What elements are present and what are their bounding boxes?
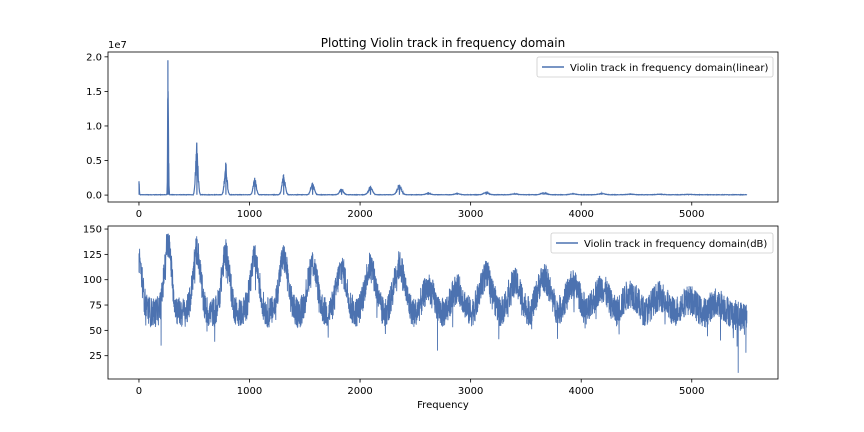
linear-y-tick-label: 0.5 <box>86 156 102 167</box>
linear-x-tick-label: 4000 <box>568 209 593 220</box>
linear-x-tick-label: 1000 <box>237 209 262 220</box>
linear-spectrum-line <box>138 60 748 196</box>
db-y-tick-label: 125 <box>83 250 102 261</box>
linear-legend: Violin track in frequency domain(linear) <box>536 56 774 78</box>
db-x-tick-label: 0 <box>136 386 142 397</box>
linear-y-tick-label: 1.5 <box>86 87 102 98</box>
db-legend: Violin track in frequency domain(dB) <box>550 232 774 254</box>
linear-y-tick-label: 2.0 <box>86 52 102 63</box>
linear-spectrum-axes: Plotting Violin track in frequency domai… <box>86 36 779 220</box>
chart-title: Plotting Violin track in frequency domai… <box>321 36 565 50</box>
db-x-tick-label: 3000 <box>458 386 483 397</box>
db-x-tick-label: 4000 <box>568 386 593 397</box>
linear-x-tick-label: 2000 <box>347 209 372 220</box>
linear-spectrum-series <box>138 60 748 196</box>
linear-legend-label: Violin track in frequency domain(linear) <box>570 63 768 74</box>
linear-x-tick-label: 0 <box>136 209 142 220</box>
db-y-tick-label: 100 <box>83 275 102 286</box>
db-spectrum-axes: 0 1000 2000 3000 4000 5000 25 50 75 100 125 150 Fr… <box>83 225 779 411</box>
linear-y-ticks: 0.0 0.5 1.0 1.5 2.0 <box>86 52 108 202</box>
db-spectrum-series <box>138 233 748 373</box>
db-y-tick-label: 150 <box>83 225 102 236</box>
linear-y-tick-label: 0.0 <box>86 191 102 202</box>
db-axes-frame <box>107 225 779 380</box>
db-y-tick-label: 75 <box>89 301 102 312</box>
linear-x-tick-label: 3000 <box>458 209 483 220</box>
linear-x-ticks: 0 1000 2000 3000 4000 5000 <box>136 202 704 220</box>
db-y-tick-label: 25 <box>89 351 102 362</box>
db-legend-label: Violin track in frequency domain(dB) <box>584 239 767 250</box>
linear-y-tick-label: 1.0 <box>86 121 102 132</box>
db-x-tick-label: 1000 <box>237 386 262 397</box>
x-axis-label: Frequency <box>417 400 469 411</box>
db-x-tick-label: 2000 <box>347 386 372 397</box>
linear-axes-frame <box>107 51 779 203</box>
db-y-tick-label: 50 <box>89 326 102 337</box>
db-y-ticks: 25 50 75 100 125 150 <box>83 225 108 362</box>
db-spectrum-line <box>138 233 748 373</box>
linear-x-tick-label: 5000 <box>679 209 704 220</box>
linear-legend-box <box>536 56 774 78</box>
db-legend-box <box>550 232 774 254</box>
y-offset-text: 1e7 <box>108 40 127 51</box>
db-x-ticks: 0 1000 2000 3000 4000 5000 <box>136 379 704 397</box>
db-x-tick-label: 5000 <box>679 386 704 397</box>
